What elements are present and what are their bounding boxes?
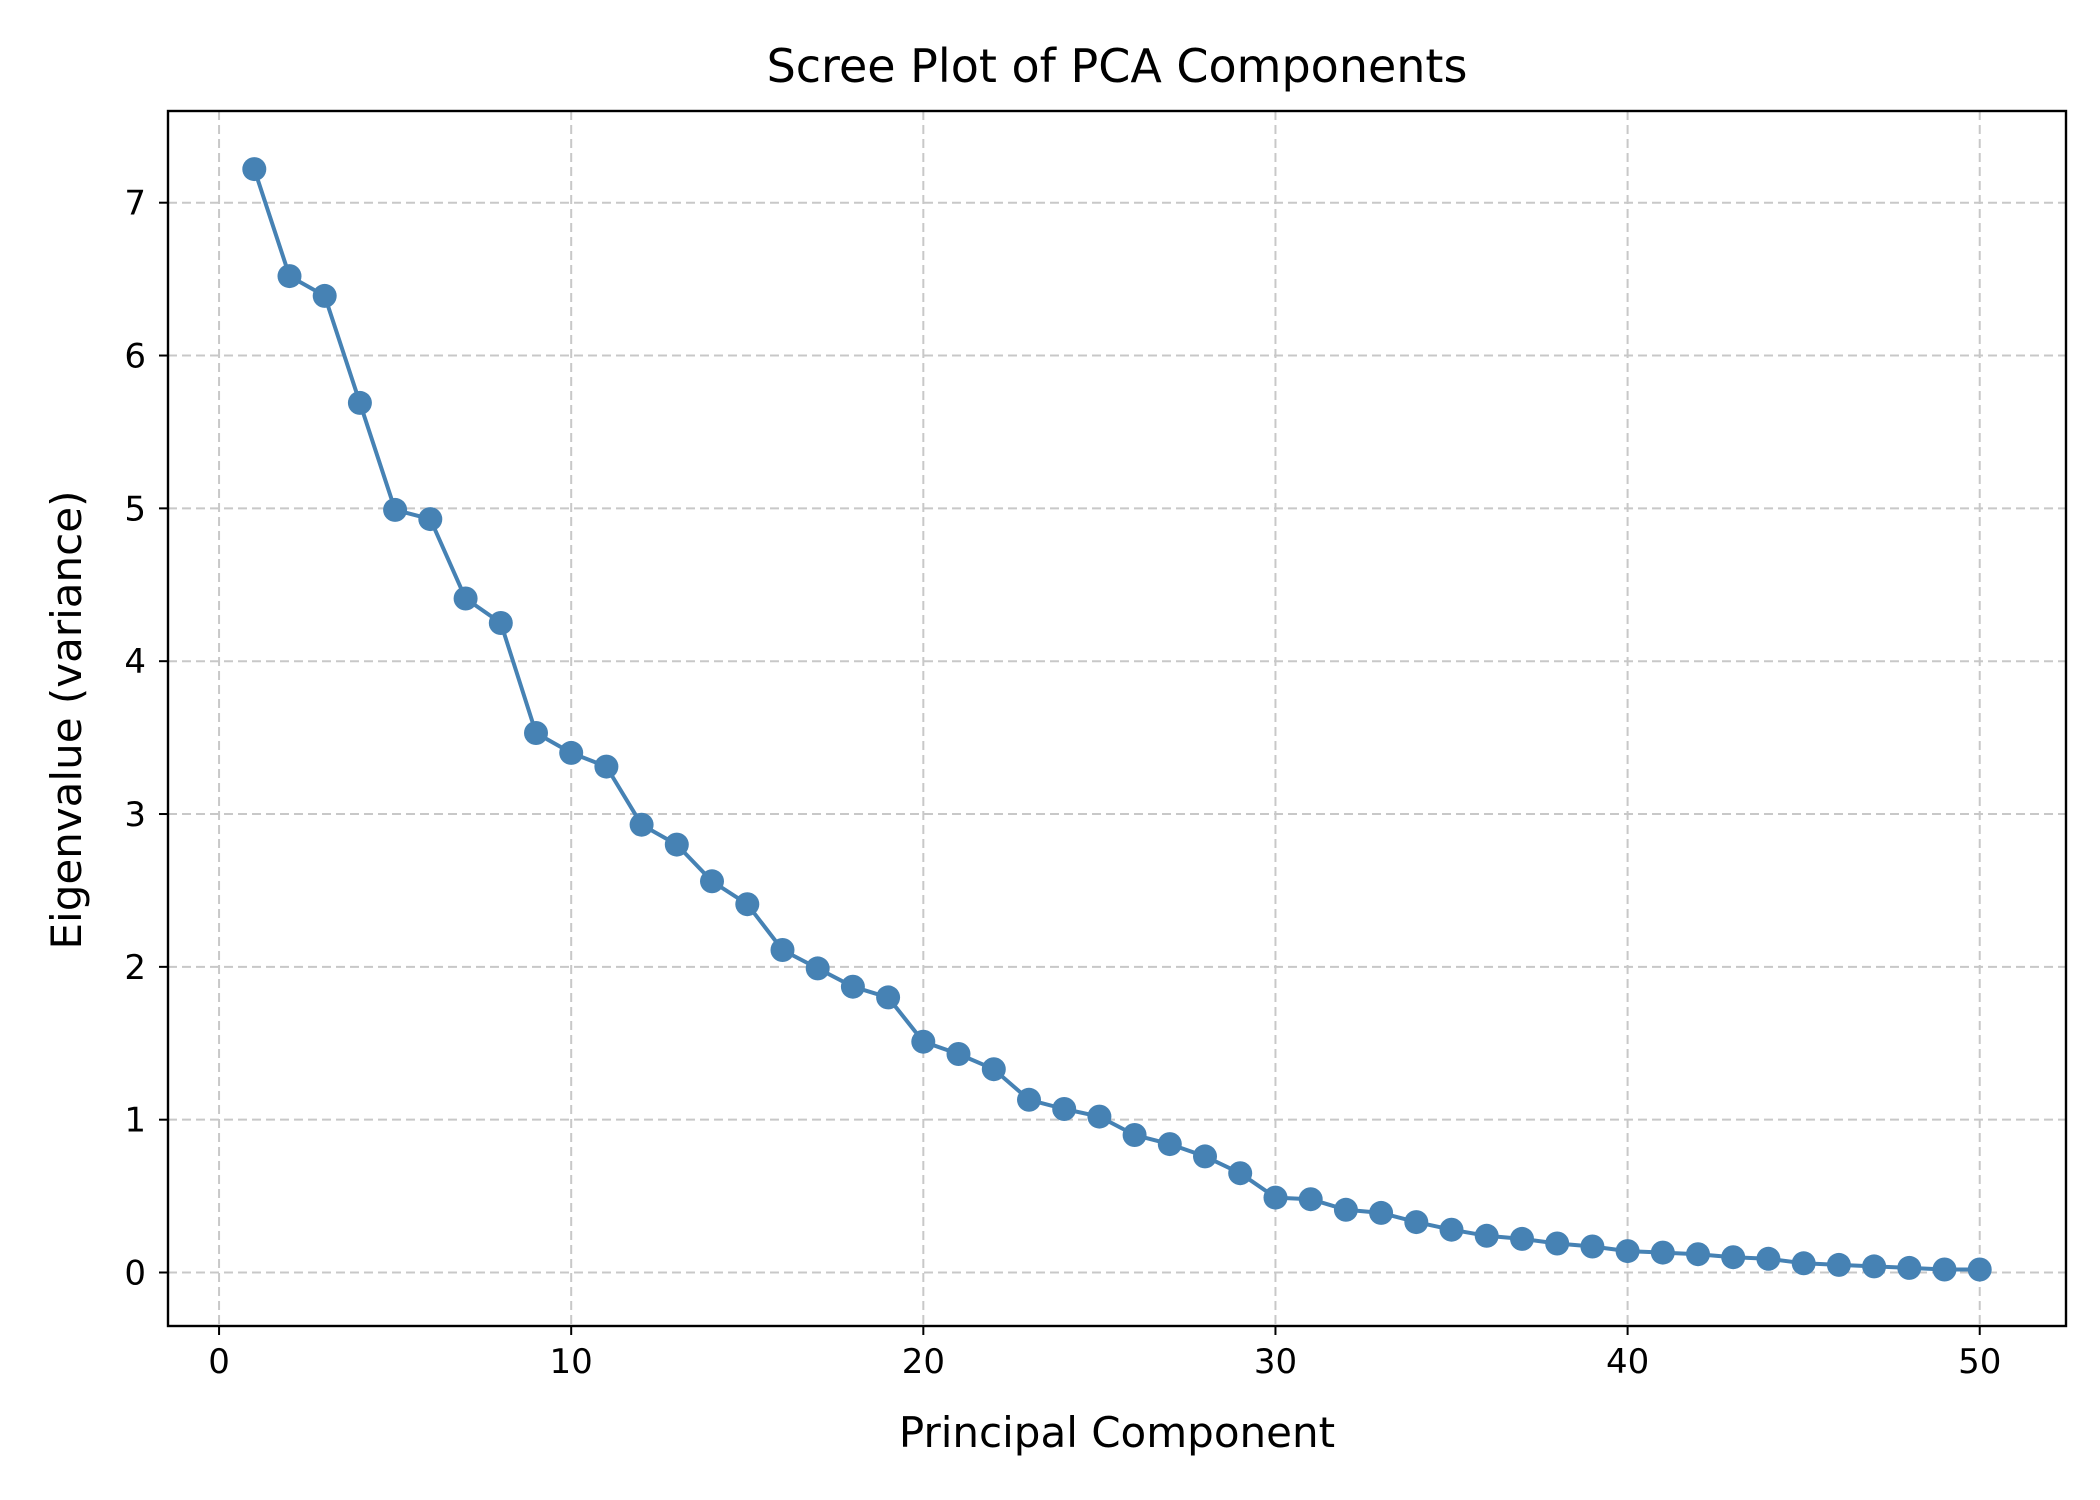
plot-frame bbox=[166, 109, 2068, 1328]
y-axis-label: Eigenvalue (variance) bbox=[42, 491, 91, 950]
data-point bbox=[1721, 1245, 1746, 1270]
data-point bbox=[629, 812, 654, 837]
data-point bbox=[277, 264, 302, 289]
data-point bbox=[1333, 1197, 1358, 1222]
y-tick-label: 7 bbox=[124, 184, 146, 224]
tick-layer: 0 10 20 30 40 50 0 1 2 3 4 5 6 7 bbox=[124, 184, 2001, 1382]
x-tick-label: 30 bbox=[1254, 1342, 1297, 1382]
data-point bbox=[735, 892, 760, 917]
data-point bbox=[453, 586, 478, 611]
x-axis-label: Principal Component bbox=[899, 1408, 1335, 1457]
y-tick-label: 6 bbox=[124, 337, 146, 377]
data-point bbox=[1862, 1254, 1887, 1279]
data-point bbox=[981, 1057, 1006, 1082]
y-tick-label: 5 bbox=[124, 489, 146, 529]
data-point bbox=[559, 740, 584, 765]
data-point bbox=[1932, 1257, 1957, 1282]
data-point bbox=[1650, 1240, 1675, 1265]
data-point bbox=[1439, 1217, 1464, 1242]
data-point bbox=[383, 497, 408, 522]
data-point bbox=[1122, 1123, 1147, 1147]
data-point bbox=[312, 283, 337, 308]
data-point bbox=[805, 956, 830, 981]
data-point bbox=[242, 157, 267, 182]
x-tick-label: 40 bbox=[1606, 1342, 1649, 1382]
data-point bbox=[347, 390, 372, 415]
series-layer bbox=[242, 157, 1992, 1282]
data-point bbox=[946, 1042, 971, 1066]
y-tick-label: 4 bbox=[124, 642, 146, 682]
data-point bbox=[1157, 1132, 1182, 1157]
data-point bbox=[700, 869, 724, 894]
data-point bbox=[1967, 1257, 1992, 1282]
x-tick-label: 50 bbox=[1958, 1342, 2001, 1382]
data-point bbox=[876, 985, 901, 1010]
data-point bbox=[1193, 1144, 1217, 1169]
data-point bbox=[1017, 1087, 1041, 1112]
data-point bbox=[1897, 1255, 1922, 1280]
data-point bbox=[1404, 1210, 1429, 1235]
data-point bbox=[1369, 1200, 1394, 1225]
data-point bbox=[911, 1029, 936, 1054]
data-point bbox=[524, 721, 548, 745]
data-point bbox=[840, 974, 865, 999]
data-point bbox=[1474, 1223, 1499, 1248]
data-point bbox=[1756, 1246, 1781, 1271]
x-tick-label: 0 bbox=[208, 1342, 230, 1382]
y-tick-label: 1 bbox=[124, 1101, 146, 1141]
data-point bbox=[488, 611, 513, 635]
x-tick-label: 20 bbox=[902, 1342, 945, 1382]
data-point bbox=[1686, 1242, 1710, 1267]
y-tick-label: 2 bbox=[124, 948, 146, 988]
data-point bbox=[1826, 1252, 1851, 1277]
data-point bbox=[1087, 1104, 1112, 1129]
chart-title: Scree Plot of PCA Components bbox=[767, 39, 1468, 93]
data-point bbox=[1298, 1187, 1323, 1212]
data-point bbox=[1545, 1231, 1570, 1256]
data-point bbox=[1580, 1234, 1605, 1259]
grid-layer bbox=[168, 111, 2066, 1326]
y-tick-label: 3 bbox=[124, 795, 146, 835]
data-point bbox=[1052, 1097, 1077, 1121]
data-point bbox=[1615, 1239, 1640, 1264]
y-tick-label: 0 bbox=[124, 1254, 146, 1294]
data-point bbox=[1228, 1161, 1253, 1186]
data-point bbox=[1263, 1185, 1288, 1210]
data-point bbox=[594, 754, 619, 779]
data-point bbox=[1791, 1251, 1816, 1276]
data-point bbox=[418, 507, 443, 532]
data-point bbox=[664, 832, 689, 857]
data-point bbox=[1510, 1226, 1534, 1251]
x-tick-label: 10 bbox=[550, 1342, 593, 1382]
data-point bbox=[770, 938, 795, 962]
